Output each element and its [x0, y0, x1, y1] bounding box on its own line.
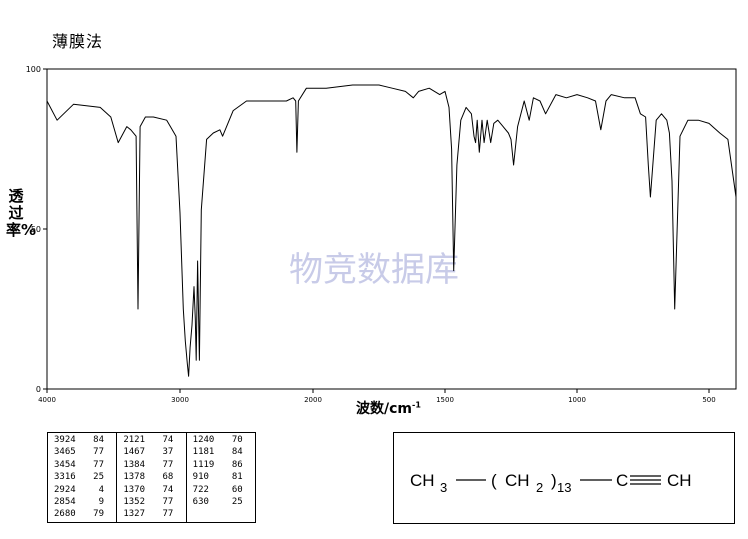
structure-formula: CH 3 ( CH 2 ) 13 C CH [410, 471, 692, 495]
peak-wavenumber: 722 [192, 484, 209, 495]
structure-box: CH 3 ( CH 2 ) 13 C CH [393, 432, 735, 524]
peak-transmittance: 86 [231, 459, 243, 470]
peak-table: 3924 84 3465 77 3454 77 3316 25 2924 4 2854 9 2680 79… [47, 432, 256, 523]
peak-table-row: 3465 77 [54, 446, 116, 458]
peak-wavenumber: 3454 [54, 459, 76, 470]
peak-transmittance: 60 [231, 484, 243, 495]
peak-wavenumber: 3924 [54, 435, 76, 445]
peak-wavenumber: 2854 [54, 497, 76, 508]
peak-table-row: 630 25 [193, 496, 255, 508]
peak-table-row: 1181 84 [193, 446, 255, 458]
formula-ch3-subscript: 3 [440, 480, 447, 495]
peak-wavenumber: 1181 [192, 447, 215, 458]
formula-ch-end: CH [667, 471, 692, 490]
peak-wavenumber: 910 [192, 472, 209, 483]
peak-table-row: 2680 79 [54, 508, 116, 520]
peak-transmittance: 77 [93, 459, 104, 470]
formula-close-paren: ) [551, 471, 557, 490]
peak-transmittance: 25 [231, 497, 243, 508]
y-tick-label: 50 [31, 225, 41, 234]
formula-ch2: CH [505, 471, 530, 490]
peak-transmittance: 25 [93, 472, 104, 483]
peak-transmittance: 70 [231, 435, 243, 445]
peak-transmittance: 74 [162, 484, 174, 495]
peak-table-row: 1240 70 [193, 434, 255, 446]
peak-wavenumber: 3316 [54, 472, 76, 483]
peak-wavenumber: 1352 [123, 497, 146, 508]
spectrum-line [46, 84, 737, 377]
peak-wavenumber: 3465 [54, 447, 76, 458]
x-axis-label-exponent: -1 [412, 400, 421, 410]
peak-table-row: 1384 77 [123, 459, 185, 471]
peak-table-column: 1240 70 1181 84 1119 86 910 81 722 60 630 25 [185, 433, 255, 522]
peak-table-row: 2854 9 [54, 496, 116, 508]
y-tick-label: 100 [26, 65, 41, 74]
y-tick-label: 0 [36, 385, 41, 394]
peak-transmittance: 68 [162, 472, 174, 483]
peak-transmittance: 74 [162, 435, 174, 445]
ir-spectrum-chart: 0 50 100 4000 3000 2000 1500 1000 500 物竞数据库 [26, 65, 737, 404]
peak-wavenumber: 1240 [192, 435, 215, 445]
peak-transmittance: 77 [93, 447, 104, 458]
peak-table-row: 2924 4 [54, 484, 116, 496]
formula-open-paren: ( [491, 471, 497, 490]
peak-table-row: 1370 74 [123, 484, 185, 496]
x-tick-label: 1000 [568, 396, 586, 404]
peak-wavenumber: 1378 [123, 472, 146, 483]
peak-table-row: 1378 68 [123, 471, 185, 483]
x-tick-label: 1500 [436, 396, 454, 404]
peak-transmittance: 77 [162, 509, 174, 520]
peak-wavenumber: 630 [192, 497, 209, 508]
x-axis-ticks: 4000 3000 2000 1500 1000 500 [38, 389, 716, 404]
formula-ch2-subscript: 2 [536, 480, 543, 495]
x-tick-label: 4000 [38, 396, 56, 404]
peak-transmittance: 77 [162, 459, 174, 470]
peak-transmittance: 84 [93, 435, 104, 445]
peak-wavenumber: 2121 [123, 435, 146, 445]
page-title: 薄膜法 [52, 32, 104, 51]
watermark-text: 物竞数据库 [289, 250, 459, 290]
peak-wavenumber: 2680 [54, 509, 76, 520]
peak-table-row: 3924 84 [54, 434, 116, 446]
peak-table-row: 1327 77 [123, 508, 185, 520]
x-axis-label: 波数/cm-1 [356, 398, 421, 418]
peak-wavenumber: 2924 [54, 484, 76, 495]
y-axis-ticks: 0 50 100 [26, 65, 47, 394]
formula-ch3: CH [410, 471, 435, 490]
formula-c: C [616, 471, 628, 490]
peak-wavenumber: 1327 [123, 509, 146, 520]
peak-table-column: 2121 74 1467 37 1384 77 1378 68 1370 74 1352 77 1327… [116, 433, 185, 522]
x-tick-label: 500 [702, 396, 715, 404]
formula-repeat-count: 13 [557, 480, 571, 495]
peak-wavenumber: 1467 [123, 447, 146, 458]
peak-transmittance: 79 [93, 509, 104, 520]
x-axis-label-text: 波数/cm [356, 401, 412, 417]
peak-transmittance: 37 [162, 447, 174, 458]
peak-table-row: 910 81 [193, 471, 255, 483]
peak-transmittance: 84 [231, 447, 243, 458]
peak-transmittance: 81 [231, 472, 243, 483]
peak-table-row: 1119 86 [193, 459, 255, 471]
peak-table-row: 3454 77 [54, 459, 116, 471]
peak-table-column: 3924 84 3465 77 3454 77 3316 25 2924 4 2854 9 2680 79 [48, 433, 116, 522]
peak-table-row: 722 60 [193, 484, 255, 496]
peak-transmittance: 77 [162, 497, 174, 508]
y-axis-label: 透过率% [6, 187, 37, 239]
peak-wavenumber: 1384 [123, 459, 146, 470]
peak-table-row: 3316 25 [54, 471, 116, 483]
peak-table-row: 1352 77 [123, 496, 185, 508]
peak-transmittance: 9 [98, 497, 104, 508]
x-tick-label: 3000 [171, 396, 189, 404]
peak-table-row: 2121 74 [123, 434, 185, 446]
x-tick-label: 2000 [304, 396, 322, 404]
peak-wavenumber: 1370 [123, 484, 146, 495]
peak-transmittance: 4 [98, 484, 104, 495]
peak-table-row: 1467 37 [123, 446, 185, 458]
peak-wavenumber: 1119 [192, 459, 215, 470]
